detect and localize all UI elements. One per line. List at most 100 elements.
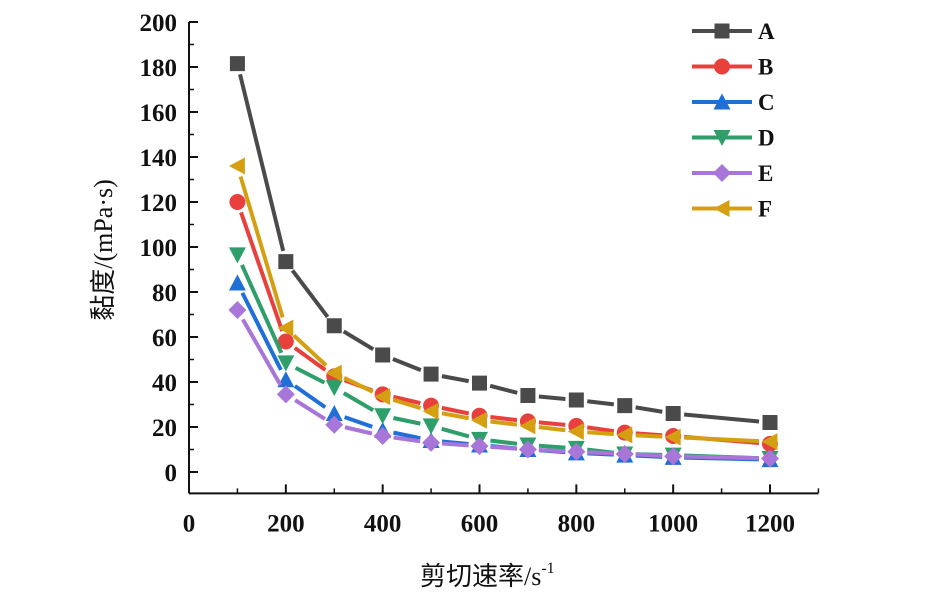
series-line-segment: [490, 415, 518, 423]
series-line-segment: [683, 412, 760, 424]
series-line-segment: [241, 318, 283, 386]
series-line-segment: [293, 384, 327, 409]
data-point-b: [277, 333, 294, 350]
data-point-e: [615, 445, 634, 463]
series-line-segment: [441, 441, 469, 448]
series-line-segment: [538, 425, 566, 433]
data-point-e: [664, 447, 683, 466]
data-point-f: [519, 417, 536, 435]
axes: 0 20 40 60 80 100 120 140 160 180 200 0 200 400 600 800…: [140, 10, 820, 537]
series-line-segment: [393, 430, 421, 441]
series-line-segment: [393, 416, 421, 426]
y-tick-label: 180: [140, 55, 178, 82]
data-point-d: [374, 408, 392, 425]
series-e: [228, 301, 779, 468]
series-layer: [228, 56, 779, 468]
y-tick-label: 200: [140, 10, 178, 37]
x-tick-label: 200: [267, 510, 305, 537]
series-d: [228, 247, 779, 467]
data-point-f: [616, 426, 633, 444]
data-point-e: [567, 442, 586, 461]
data-point-a: [423, 366, 439, 382]
y-axis-title: 黏度/(mPa·s): [89, 179, 118, 321]
legend-marker: [713, 93, 731, 110]
legend-marker: [714, 58, 730, 75]
data-point-c: [228, 274, 246, 291]
data-point-a: [229, 56, 245, 72]
legend-marker: [713, 200, 730, 217]
series-line-segment: [587, 399, 615, 407]
data-point-a: [520, 388, 536, 403]
y-tick-label: 140: [140, 145, 178, 172]
x-tick-label: 800: [558, 510, 596, 537]
legend-label: F: [758, 197, 772, 222]
data-point-e: [276, 385, 295, 404]
series-line-segment: [238, 73, 286, 252]
x-tick-label: 600: [461, 510, 499, 537]
legend-item-f: F: [692, 197, 772, 222]
series-line-segment: [441, 374, 470, 384]
x-axis-title-superscript: -1: [541, 560, 554, 577]
data-point-b: [229, 194, 246, 210]
series-a: [229, 56, 778, 430]
data-point-f: [422, 402, 439, 420]
data-point-d: [422, 418, 440, 435]
y-tick-label: 120: [140, 190, 178, 217]
data-point-a: [762, 415, 778, 430]
x-tick-label: 0: [183, 510, 196, 537]
data-point-f: [325, 364, 342, 382]
y-tick-label: 20: [152, 415, 177, 442]
data-point-a: [375, 347, 391, 363]
data-point-f: [228, 157, 245, 175]
data-point-e: [470, 437, 489, 456]
series-line-segment: [684, 435, 760, 444]
data-point-e: [761, 449, 779, 468]
legend-item-c: C: [692, 90, 775, 115]
series-line-segment: [392, 357, 422, 372]
series-line-segment: [240, 264, 284, 354]
data-point-a: [568, 392, 584, 408]
series-line-segment: [342, 391, 375, 412]
legend-marker: [713, 130, 731, 146]
x-axis-title: 剪切速率/s-1: [420, 560, 555, 591]
series-line-segment: [294, 398, 326, 421]
data-point-a: [472, 375, 487, 391]
data-point-e: [228, 301, 247, 319]
series-line-segment: [586, 425, 615, 434]
x-tick-label: 1200: [745, 510, 795, 537]
legend-item-e: E: [692, 161, 773, 186]
y-tick-label: 160: [140, 100, 178, 127]
legend-label: D: [758, 126, 775, 151]
series-line-segment: [293, 346, 327, 372]
series-line-segment: [635, 433, 663, 439]
series-line-segment: [587, 430, 614, 437]
legend-marker: [713, 164, 731, 182]
series-line-segment: [490, 419, 518, 427]
data-point-f: [374, 388, 391, 406]
series-line-segment: [290, 269, 330, 319]
series-line-segment: [635, 452, 663, 458]
legend-label: E: [758, 161, 773, 186]
series-line-segment: [238, 175, 285, 319]
series-line-segment: [292, 334, 328, 367]
series-line-segment: [635, 405, 663, 414]
series-line-segment: [392, 397, 422, 410]
x-axis-title-text: 剪切速率/s: [420, 562, 541, 591]
data-point-f: [277, 319, 294, 337]
series-f: [228, 157, 778, 451]
data-point-a: [665, 406, 681, 421]
series-line-segment: [343, 376, 374, 394]
data-point-e: [373, 427, 392, 445]
legend-item-b: B: [692, 55, 773, 80]
data-point-f: [664, 428, 681, 446]
legend-item-d: D: [692, 126, 775, 151]
series-line-segment: [587, 450, 614, 456]
data-point-f: [471, 411, 487, 429]
x-tick-label: 1000: [648, 510, 698, 537]
data-point-e: [422, 433, 441, 452]
legend-label: B: [758, 55, 773, 80]
series-line-segment: [239, 211, 285, 332]
series-line-segment: [392, 394, 421, 406]
